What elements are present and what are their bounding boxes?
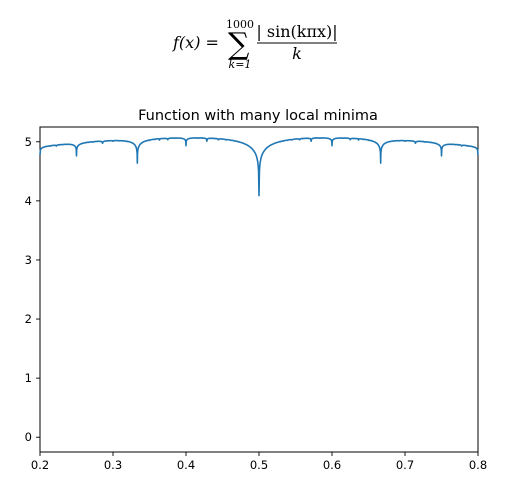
y-axis: 0 1 2 3 4 5 bbox=[25, 135, 40, 444]
y-tick-label: 4 bbox=[25, 194, 32, 208]
formula-lhs: f(x) = bbox=[172, 33, 219, 52]
x-tick-label: 0.5 bbox=[250, 458, 268, 472]
y-tick-label: 3 bbox=[25, 253, 32, 267]
x-tick-label: 0.6 bbox=[323, 458, 341, 472]
x-tick-label: 0.8 bbox=[469, 458, 487, 472]
x-axis: 0.2 0.3 0.4 0.5 0.6 0.7 0.8 bbox=[31, 452, 487, 472]
formula-sum-lower: k=1 bbox=[229, 58, 252, 71]
x-tick-label: 0.2 bbox=[31, 458, 49, 472]
x-tick-label: 0.7 bbox=[396, 458, 414, 472]
formula-sum-upper: 1000 bbox=[226, 18, 254, 31]
y-tick-label: 2 bbox=[25, 312, 32, 326]
chart-title: Function with many local minima bbox=[138, 108, 378, 124]
y-tick-label: 5 bbox=[25, 135, 32, 149]
y-tick-label: 1 bbox=[25, 371, 32, 385]
y-tick-label: 0 bbox=[25, 430, 32, 444]
formula-sum-sign: ∑ bbox=[228, 27, 250, 62]
x-tick-label: 0.4 bbox=[177, 458, 195, 472]
formula: f(x) = ∑ 1000 k=1 | sin(kπx)| k bbox=[172, 18, 338, 71]
series-line bbox=[39, 137, 479, 197]
formula-denominator: k bbox=[292, 44, 302, 63]
plot-area: 0.2 0.3 0.4 0.5 0.6 0.7 0.8 0 1 2 3 4 5 bbox=[25, 126, 487, 472]
x-tick-label: 0.3 bbox=[104, 458, 122, 472]
formula-numerator: | sin(kπx)| bbox=[256, 22, 337, 41]
